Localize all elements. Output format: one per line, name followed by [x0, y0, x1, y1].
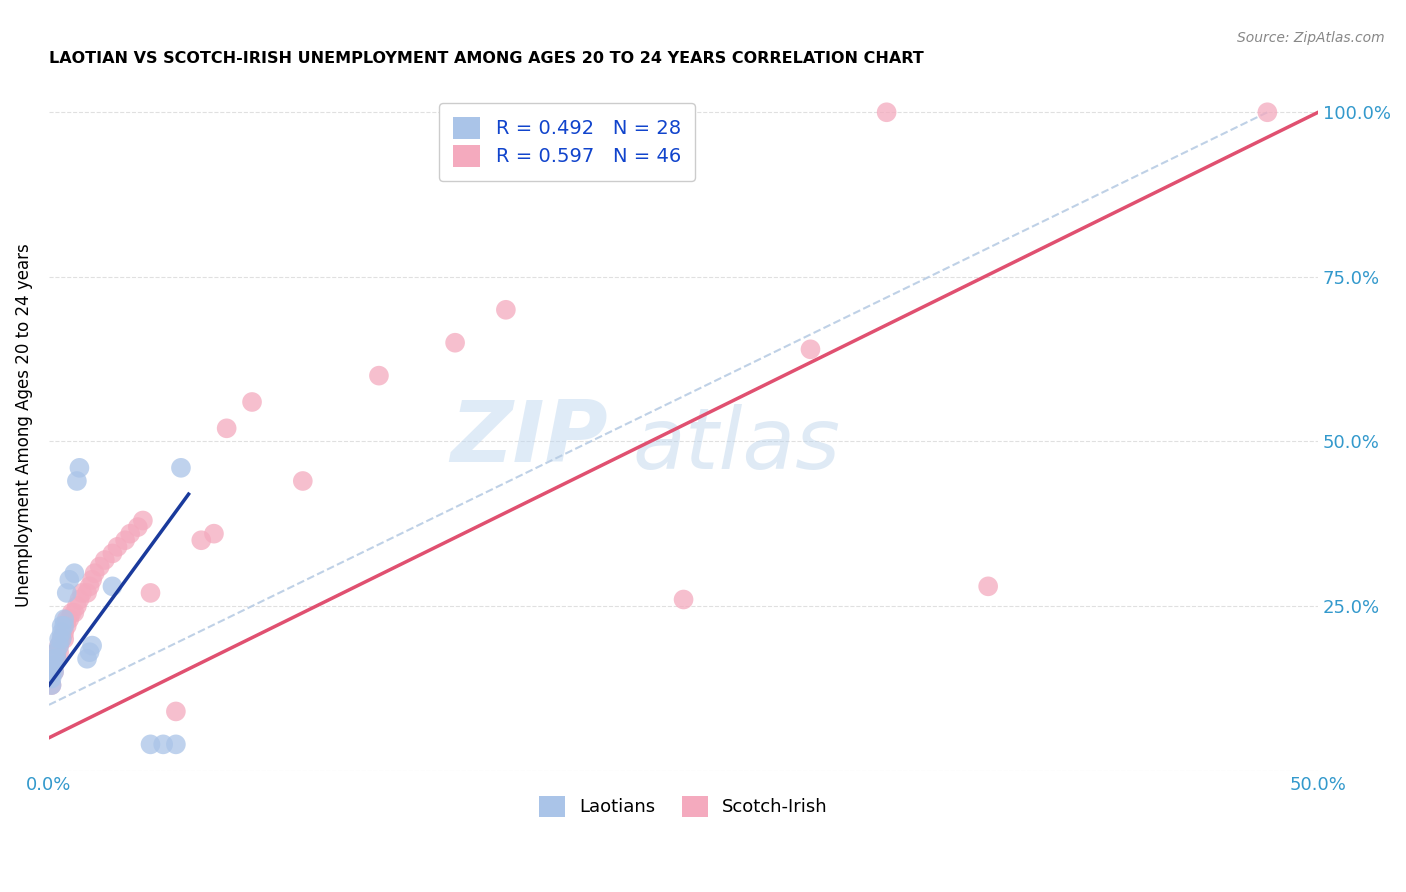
Point [55, 586, 77, 600]
Text: Source: ZipAtlas.com: Source: ZipAtlas.com [1237, 31, 1385, 45]
Point [977, 579, 1000, 593]
Point [101, 579, 124, 593]
Point [444, 335, 467, 350]
Point [67, 460, 90, 475]
Point [83, 566, 105, 581]
Point [114, 533, 136, 548]
Point [79, 579, 101, 593]
Point [60, 606, 83, 620]
Point [139, 586, 162, 600]
Point [170, 460, 193, 475]
Point [127, 520, 149, 534]
Point [51, 619, 73, 633]
Point [42, 665, 65, 679]
Point [190, 533, 212, 548]
Point [215, 421, 238, 435]
Point [89, 559, 111, 574]
Point [42, 658, 65, 673]
Text: atlas: atlas [633, 404, 841, 487]
Point [48, 639, 70, 653]
Point [101, 546, 124, 560]
Point [165, 737, 187, 751]
Point [42, 652, 65, 666]
Point [51, 632, 73, 646]
Point [51, 625, 73, 640]
Point [63, 566, 86, 581]
Point [202, 526, 225, 541]
Point [152, 737, 174, 751]
Point [76, 652, 98, 666]
Point [94, 553, 117, 567]
Point [41, 665, 63, 679]
Point [42, 652, 65, 666]
Point [42, 665, 65, 679]
Point [41, 665, 63, 679]
Point [58, 573, 80, 587]
Point [45, 645, 67, 659]
Point [48, 645, 70, 659]
Point [79, 645, 101, 659]
Point [132, 514, 155, 528]
Text: ZIP: ZIP [450, 397, 607, 481]
Point [53, 612, 76, 626]
Point [240, 395, 263, 409]
Text: LAOTIAN VS SCOTCH-IRISH UNEMPLOYMENT AMONG AGES 20 TO 24 YEARS CORRELATION CHART: LAOTIAN VS SCOTCH-IRISH UNEMPLOYMENT AMO… [49, 51, 924, 66]
Point [368, 368, 391, 383]
Point [53, 625, 76, 640]
Point [1256, 105, 1278, 120]
Point [67, 592, 90, 607]
Legend: Laotians, Scotch-Irish: Laotians, Scotch-Irish [533, 789, 835, 824]
Point [495, 302, 517, 317]
Point [672, 592, 695, 607]
Y-axis label: Unemployment Among Ages 20 to 24 years: Unemployment Among Ages 20 to 24 years [15, 244, 32, 607]
Point [82, 573, 104, 587]
Point [41, 678, 63, 692]
Point [45, 652, 67, 666]
Point [165, 705, 187, 719]
Point [55, 619, 77, 633]
Point [876, 105, 898, 120]
Point [76, 586, 98, 600]
Point [66, 474, 89, 488]
Point [48, 639, 70, 653]
Point [45, 645, 67, 659]
Point [41, 672, 63, 686]
Point [45, 652, 67, 666]
Point [82, 639, 104, 653]
Point [139, 737, 162, 751]
Point [107, 540, 129, 554]
Point [63, 606, 86, 620]
Point [51, 632, 73, 646]
Point [41, 678, 63, 692]
Point [66, 599, 89, 613]
Point [55, 612, 77, 626]
Point [291, 474, 314, 488]
Point [70, 586, 93, 600]
Point [799, 343, 821, 357]
Point [53, 632, 76, 646]
Point [58, 612, 80, 626]
Point [120, 526, 142, 541]
Point [53, 619, 76, 633]
Point [48, 632, 70, 646]
